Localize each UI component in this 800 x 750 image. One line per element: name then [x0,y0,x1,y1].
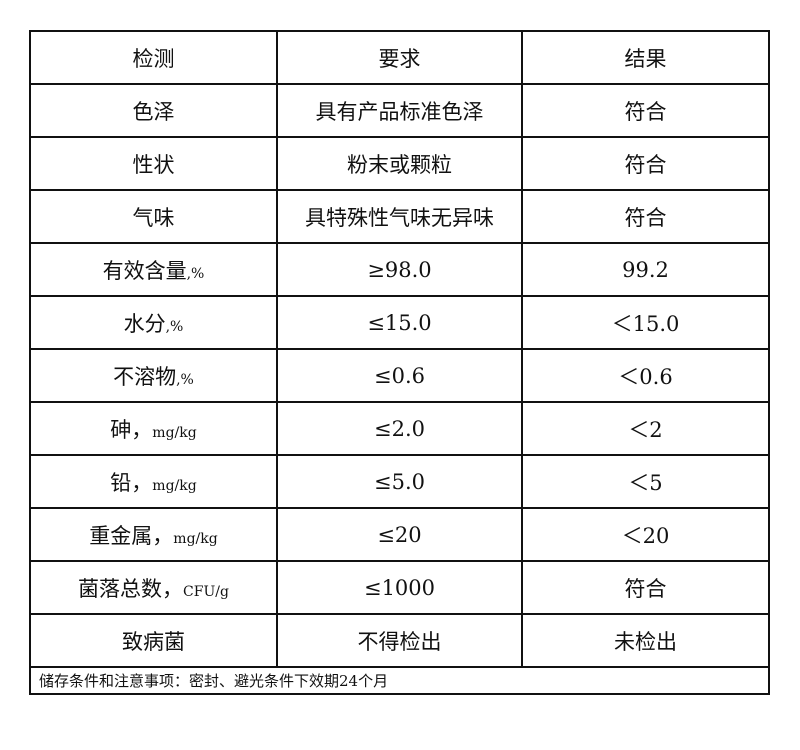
item-cell: 性状 [29,136,278,191]
result-cell: ＜15.0 [521,295,770,350]
item-cell: 砷，mg/kg [29,401,278,456]
result-cell: ＜0.6 [521,348,770,403]
requirement-cell: ≤1000 [276,560,523,615]
header-result: 结果 [521,30,770,85]
requirement-cell: 粉末或颗粒 [276,136,523,191]
result-cell: 未检出 [521,613,770,668]
item-unit: mg/kg [152,477,197,494]
storage-note: 储存条件和注意事项：密封、避光条件下效期24个月 [29,666,770,695]
result-cell: 符合 [521,136,770,191]
item-cell: 铅，mg/kg [29,454,278,509]
result-cell: ＜2 [521,401,770,456]
result-cell: 符合 [521,560,770,615]
result-cell: 99.2 [521,242,770,297]
header-row: 检测 要求 结果 [29,30,770,85]
table-row: 致病菌 不得检出 未检出 [29,613,770,668]
requirement-cell: 具特殊性气味无异味 [276,189,523,244]
requirement-cell: ≤5.0 [276,454,523,509]
table-row: 色泽 具有产品标准色泽 符合 [29,83,770,138]
item-unit: mg/kg [152,424,197,441]
requirement-cell: ≤15.0 [276,295,523,350]
requirement-cell: ≤2.0 [276,401,523,456]
footer-row: 储存条件和注意事项：密封、避光条件下效期24个月 [29,666,770,695]
result-cell: 符合 [521,189,770,244]
table-row: 不溶物,% ≤0.6 ＜0.6 [29,348,770,403]
result-cell: ＜5 [521,454,770,509]
item-name: 菌落总数， [78,576,184,601]
requirement-cell: 不得检出 [276,613,523,668]
item-name: 铅， [110,470,153,495]
item-unit: CFU/g [183,583,229,600]
item-cell: 菌落总数，CFU/g [29,560,278,615]
item-name: 性状 [132,152,175,177]
item-name: 色泽 [132,99,175,124]
item-name: 重金属， [89,523,174,548]
item-name: 砷， [110,417,153,442]
item-name: 不溶物 [113,364,177,389]
item-name: 有效含量 [102,258,187,283]
requirement-cell: ≤20 [276,507,523,562]
table-row: 砷，mg/kg ≤2.0 ＜2 [29,401,770,456]
item-unit: ,% [186,265,205,282]
requirement-cell: ≥98.0 [276,242,523,297]
item-name: 水分 [123,311,166,336]
header-test: 检测 [29,30,278,85]
table-row: 水分,% ≤15.0 ＜15.0 [29,295,770,350]
result-cell: ＜20 [521,507,770,562]
item-cell: 有效含量,% [29,242,278,297]
item-cell: 气味 [29,189,278,244]
item-unit: ,% [176,371,194,388]
table-row: 性状 粉末或颗粒 符合 [29,136,770,191]
table-row: 菌落总数，CFU/g ≤1000 符合 [29,560,770,615]
item-cell: 不溶物,% [29,348,278,403]
item-name: 气味 [132,205,175,230]
item-name: 致病菌 [122,629,185,654]
item-cell: 水分,% [29,295,278,350]
inspection-table: 检测 要求 结果 色泽 具有产品标准色泽 符合 性状 粉末或颗粒 符合 气味 具特殊性气味无异… [29,30,770,695]
result-cell: 符合 [521,83,770,138]
item-cell: 色泽 [29,83,278,138]
item-cell: 重金属，mg/kg [29,507,278,562]
item-cell: 致病菌 [29,613,278,668]
table-row: 重金属，mg/kg ≤20 ＜20 [29,507,770,562]
item-unit: mg/kg [173,530,218,547]
header-requirement: 要求 [276,30,523,85]
requirement-cell: ≤0.6 [276,348,523,403]
item-unit: ,% [165,318,184,335]
requirement-cell: 具有产品标准色泽 [276,83,523,138]
table-row: 有效含量,% ≥98.0 99.2 [29,242,770,297]
table-row: 铅，mg/kg ≤5.0 ＜5 [29,454,770,509]
table-row: 气味 具特殊性气味无异味 符合 [29,189,770,244]
